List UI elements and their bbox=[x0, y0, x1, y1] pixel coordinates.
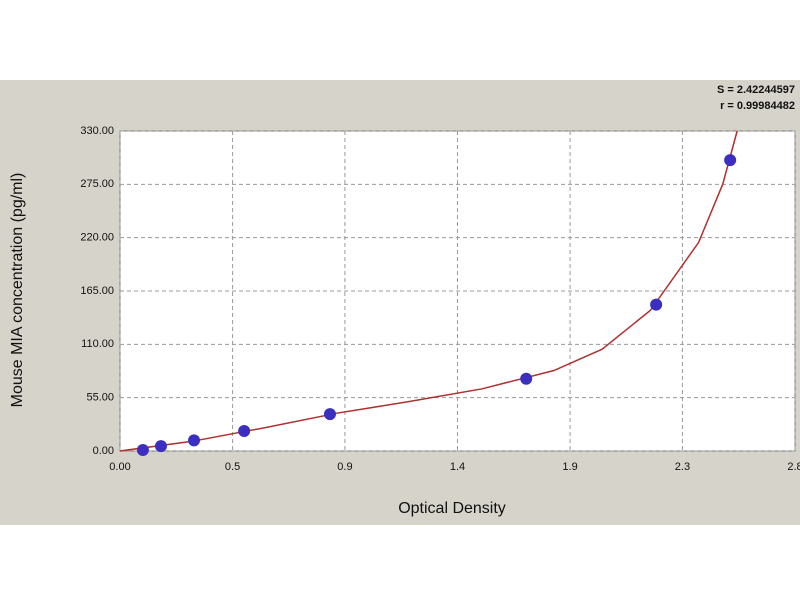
y-tick-label: 0.00 bbox=[93, 445, 114, 457]
annotation: r = 0.99984482 bbox=[720, 100, 795, 112]
x-tick-label: 1.4 bbox=[450, 461, 465, 473]
fit-curve bbox=[119, 130, 738, 452]
data-point bbox=[136, 444, 149, 457]
x-tick-label: 0.5 bbox=[225, 461, 240, 473]
y-tick-label: 220.00 bbox=[80, 232, 114, 244]
x-tick-label: 1.9 bbox=[562, 461, 577, 473]
data-point bbox=[323, 408, 336, 421]
x-axis-label: Optical Density bbox=[398, 500, 506, 517]
data-point bbox=[238, 425, 251, 438]
y-tick-label: 165.00 bbox=[80, 285, 114, 297]
data-point bbox=[724, 154, 737, 167]
x-tick-label: 0.9 bbox=[337, 461, 352, 473]
y-axis-label: Mouse MIA concentration (pg/ml) bbox=[9, 173, 26, 408]
y-tick-label: 110.00 bbox=[81, 338, 114, 350]
y-tick-label: 275.00 bbox=[80, 178, 114, 190]
x-tick-label: 0.00 bbox=[109, 461, 130, 473]
data-point bbox=[154, 440, 167, 453]
x-tick-label: 2.3 bbox=[675, 461, 690, 473]
y-tick-label: 330.00 bbox=[80, 125, 114, 137]
x-tick-label: 2.8 bbox=[787, 461, 800, 473]
annotation: S = 2.42244597 bbox=[717, 84, 795, 96]
data-point bbox=[188, 434, 201, 447]
data-point bbox=[520, 372, 533, 385]
y-tick-label: 55.00 bbox=[86, 392, 114, 404]
data-point bbox=[650, 298, 663, 311]
